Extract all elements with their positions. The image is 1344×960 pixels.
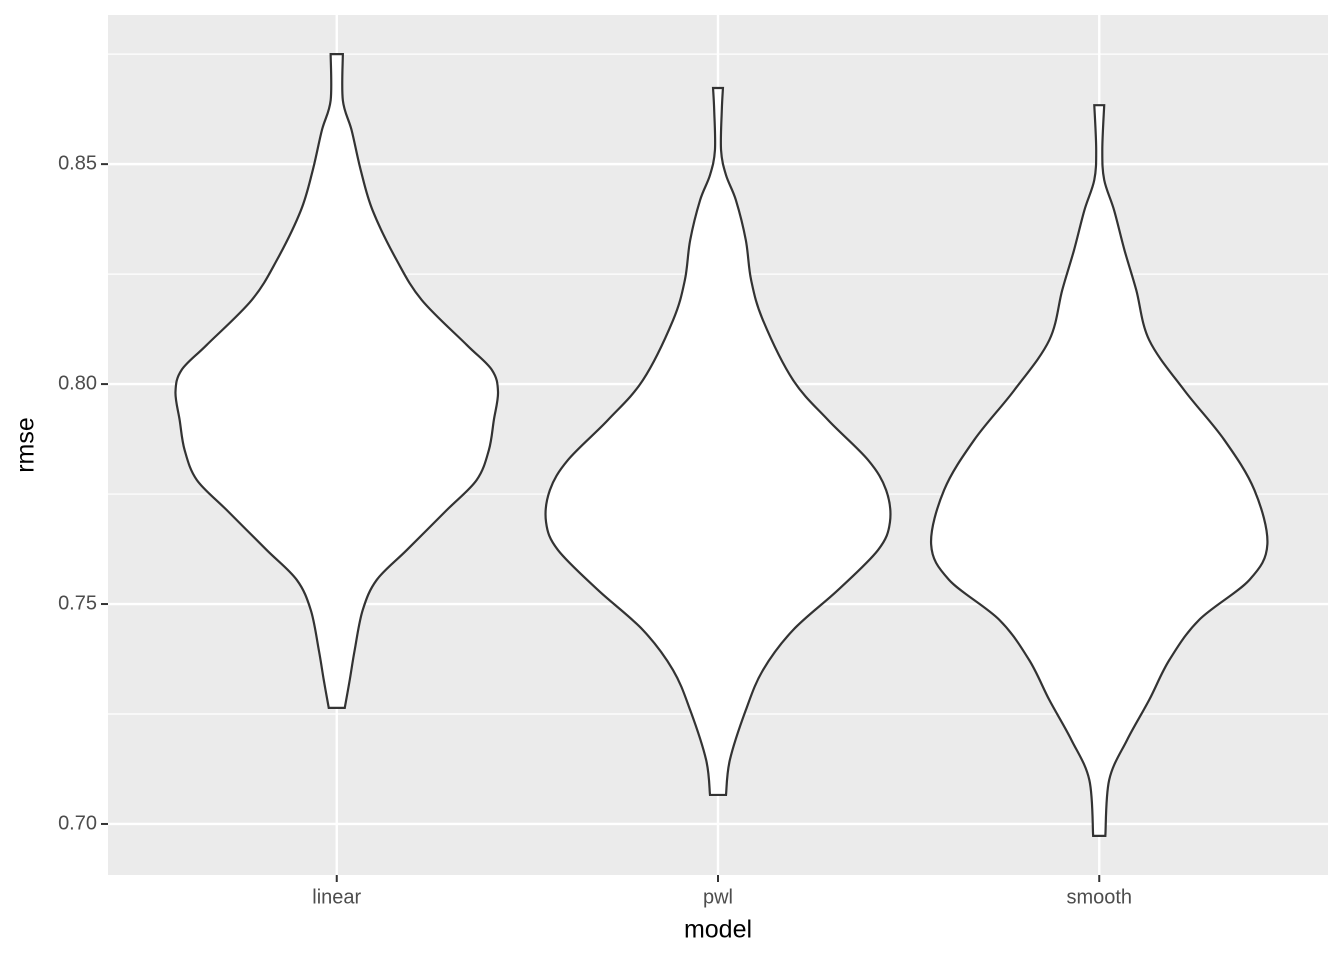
violin [174,53,500,709]
y-tick-label: 0.70 [58,812,97,834]
y-tick-label: 0.85 [58,152,97,174]
y-tick-label: 0.75 [58,592,97,614]
x-tick-label: smooth [1066,886,1132,908]
x-tick-label: pwl [703,886,733,908]
y-axis-title: rmse [12,417,40,473]
violin [544,86,892,797]
x-axis-title: model [684,916,752,944]
plot-layer: 0.70 0.75 0.80 0.85 linear pwl smooth [58,15,1328,908]
violin [930,104,1269,837]
x-tick-label: linear [312,886,361,908]
y-tick-label: 0.80 [58,372,97,394]
